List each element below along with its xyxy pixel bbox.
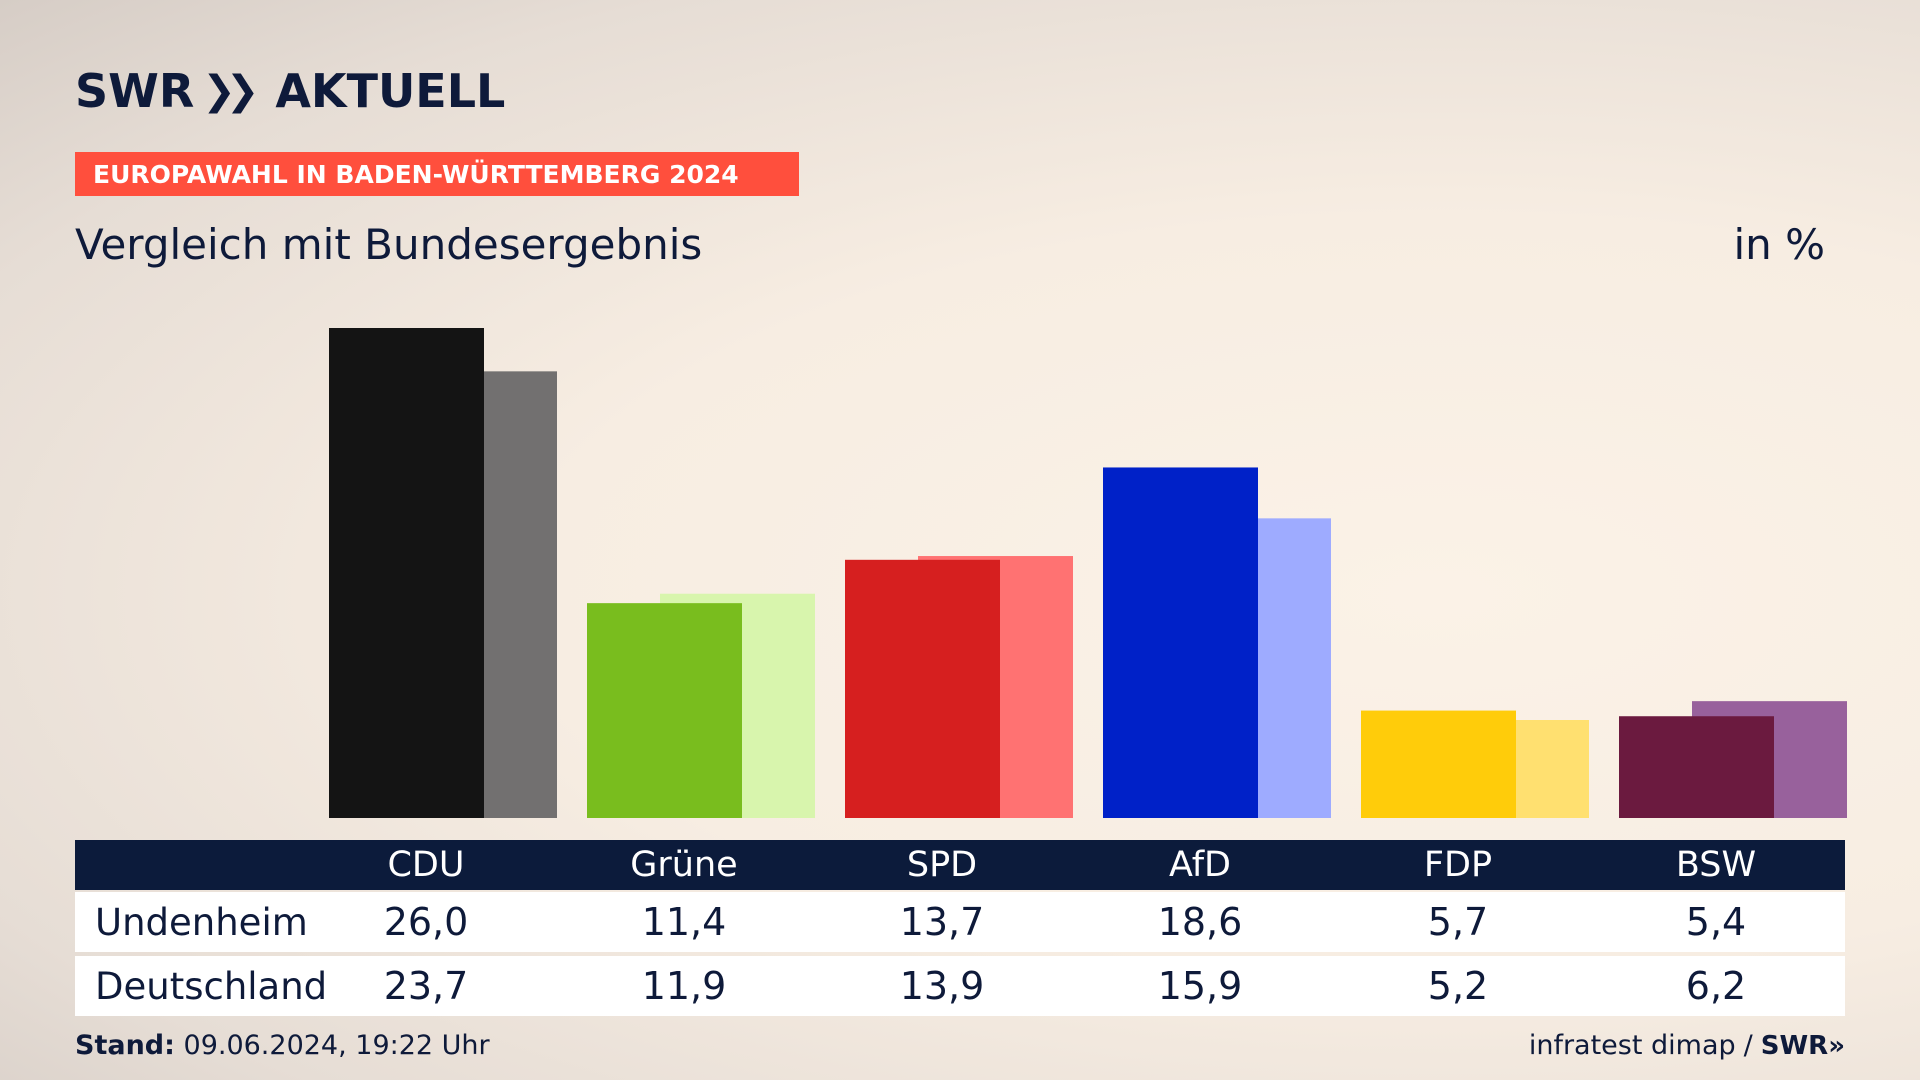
column-header: FDP bbox=[1423, 845, 1493, 885]
swr-mini-logo: SWR» bbox=[1760, 1030, 1845, 1061]
unit-label: in % bbox=[1733, 220, 1825, 269]
chart-subtitle: Vergleich mit Bundesergebnis bbox=[75, 220, 703, 269]
logo-text: SWR bbox=[75, 64, 195, 118]
timestamp: Stand: 09.06.2024, 19:22 Uhr bbox=[75, 1030, 490, 1061]
source-separator: / bbox=[1743, 1030, 1753, 1061]
row-label: Deutschland bbox=[95, 964, 328, 1008]
bar-grüne-undenheim bbox=[587, 603, 742, 818]
table-row: Deutschland 23,7 11,9 13,9 15,9 5,2 6,2 bbox=[75, 956, 1845, 1016]
table-cell: 13,7 bbox=[899, 900, 985, 944]
table-cell: 15,9 bbox=[1157, 964, 1243, 1008]
column-header: BSW bbox=[1675, 845, 1757, 885]
bar-fdp-undenheim bbox=[1361, 710, 1516, 818]
bar-spd-undenheim bbox=[845, 559, 1000, 818]
column-header: CDU bbox=[387, 845, 465, 885]
table-cell: 11,9 bbox=[641, 964, 727, 1008]
table-cell: 5,2 bbox=[1427, 964, 1489, 1008]
row-label: Undenheim bbox=[95, 900, 308, 944]
table-row: Undenheim 26,0 11,4 13,7 18,6 5,7 5,4 bbox=[75, 892, 1845, 952]
logo-suffix: AKTUELL bbox=[275, 64, 506, 118]
source-text: infratest dimap bbox=[1528, 1030, 1736, 1061]
stand-label: Stand: bbox=[75, 1030, 175, 1061]
swr-aktuell-logo: SWR ❯❯ AKTUELL bbox=[75, 64, 505, 118]
table-cell: 18,6 bbox=[1157, 900, 1243, 944]
table-header-row: CDU Grüne SPD AfD FDP BSW bbox=[75, 840, 1845, 890]
bar-bsw-undenheim bbox=[1619, 716, 1774, 818]
bar-cdu-undenheim bbox=[329, 328, 484, 818]
table-cell: 5,7 bbox=[1427, 900, 1489, 944]
table-cell: 11,4 bbox=[641, 900, 727, 944]
topic-banner: EUROPAWAHL IN BADEN-WÜRTTEMBERG 2024 bbox=[75, 152, 799, 196]
column-header: AfD bbox=[1169, 845, 1231, 885]
source-credit: infratest dimap / SWR» bbox=[1529, 1030, 1845, 1061]
table-cell: 13,9 bbox=[899, 964, 985, 1008]
bar-chart bbox=[329, 328, 1847, 818]
swr-mini-logo-text: SWR bbox=[1760, 1030, 1829, 1061]
column-header: SPD bbox=[906, 845, 978, 885]
bar-afd-undenheim bbox=[1103, 467, 1258, 818]
table-cell: 6,2 bbox=[1685, 964, 1747, 1008]
table-cell: 26,0 bbox=[383, 900, 469, 944]
stand-value: 09.06.2024, 19:22 Uhr bbox=[183, 1030, 490, 1061]
table-cell: 23,7 bbox=[383, 964, 469, 1008]
column-header: Grüne bbox=[630, 845, 738, 885]
topic-text: EUROPAWAHL IN BADEN-WÜRTTEMBERG 2024 bbox=[93, 159, 739, 189]
table-cell: 5,4 bbox=[1685, 900, 1747, 944]
